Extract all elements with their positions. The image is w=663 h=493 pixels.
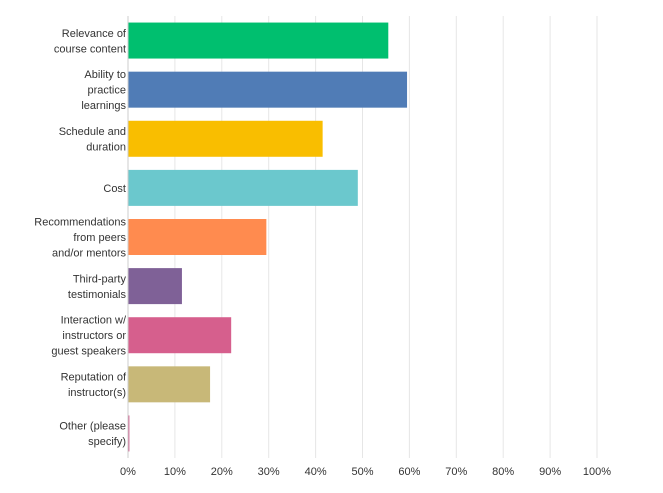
bar <box>128 169 358 206</box>
category-label: Third-party testimonials <box>68 273 127 301</box>
category-label: Recommendations from peers and/or mentors <box>34 217 126 260</box>
category-label: Schedule and duration <box>59 126 126 154</box>
x-tick-label: 70% <box>445 466 467 478</box>
x-tick-label: 0% <box>120 466 136 478</box>
bar <box>128 71 408 108</box>
bars <box>128 22 408 452</box>
bar <box>128 415 130 452</box>
x-tick-label: 30% <box>258 466 280 478</box>
bar <box>128 120 323 157</box>
x-tick-label: 80% <box>492 466 514 478</box>
category-label: Other (please specify) <box>59 421 126 449</box>
x-tick-label: 90% <box>539 466 561 478</box>
category-label: Interaction w/instructors or guest speake… <box>51 315 127 358</box>
bar <box>128 366 211 403</box>
category-label: Cost <box>103 183 126 195</box>
x-tick-label: 50% <box>351 466 373 478</box>
category-label: Reputation of instructor(s) <box>61 372 127 400</box>
category-label: Relevance of course content <box>54 28 127 56</box>
x-tick-label: 20% <box>211 466 233 478</box>
x-tick-label: 100% <box>583 466 611 478</box>
x-tick-label: 10% <box>164 466 186 478</box>
bar <box>128 317 232 354</box>
x-tick-label: 40% <box>305 466 327 478</box>
bar <box>128 22 389 59</box>
x-tick-label: 60% <box>398 466 420 478</box>
category-label: Ability to practice learnings <box>81 69 126 112</box>
bar <box>128 219 267 255</box>
bar <box>128 268 182 305</box>
category-labels: Relevance of course content Ability to prac… <box>34 28 127 448</box>
x-axis-ticks: 0% 10% 20% 30% 40% 50% 60% 70% 80% 90% 100% <box>120 466 611 478</box>
